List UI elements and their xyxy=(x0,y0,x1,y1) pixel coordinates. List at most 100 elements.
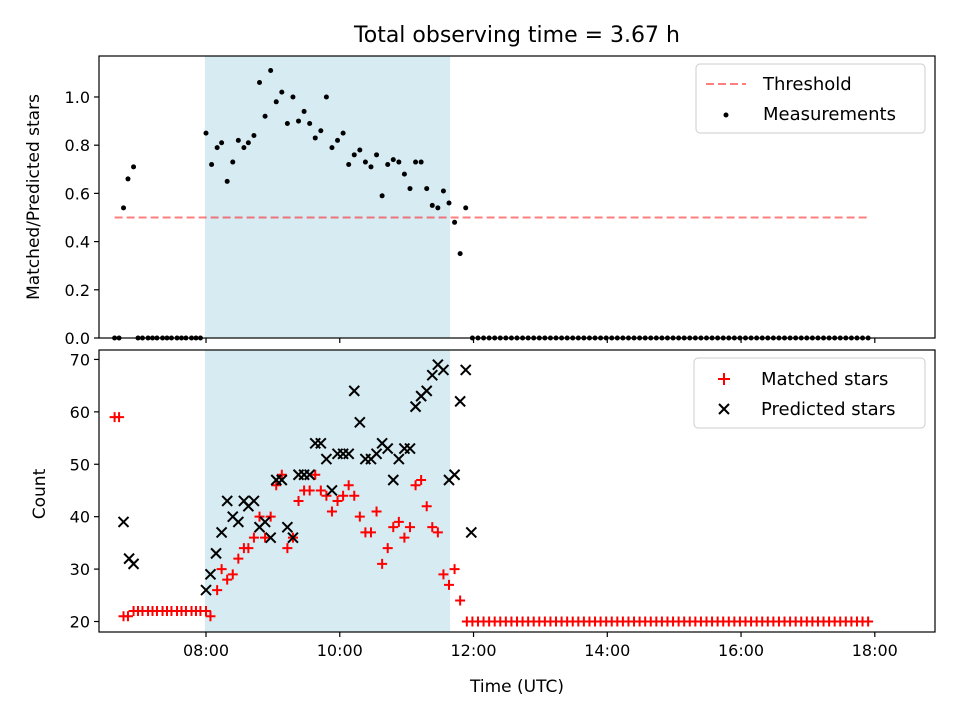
matched-star-marker xyxy=(310,469,321,480)
matched-star-marker xyxy=(248,532,259,543)
matched-star-marker xyxy=(371,506,382,517)
matched-star-marker xyxy=(343,480,354,491)
matched-star-marker xyxy=(254,511,265,522)
matched-star-marker xyxy=(444,579,455,590)
measurement-point xyxy=(209,161,215,167)
top-legend: Threshold Measurements xyxy=(695,63,926,134)
matched-star-marker xyxy=(243,543,254,554)
predicted-star-marker xyxy=(215,526,228,539)
matched-star-marker xyxy=(393,516,404,527)
measurement-point xyxy=(379,193,385,199)
predicted-star-marker xyxy=(437,364,450,376)
matched-star-marker xyxy=(421,501,432,512)
measurement-point xyxy=(424,186,430,192)
bottom-y-axis-label: Count xyxy=(30,468,50,519)
legend-matched-swatch xyxy=(718,373,730,385)
predicted-star-marker xyxy=(204,568,217,581)
measurement-point xyxy=(440,188,446,194)
measurement-point xyxy=(296,118,302,124)
measurement-point xyxy=(219,140,225,146)
matched-star-marker xyxy=(438,569,449,580)
y-tick-label: 40 xyxy=(70,508,90,527)
matched-star-marker xyxy=(399,532,410,543)
x-tick-label: 14:00 xyxy=(584,641,630,660)
matched-star-marker xyxy=(260,532,271,543)
top-legend-box xyxy=(695,63,926,134)
predicted-star-marker xyxy=(381,442,394,455)
measurement-point xyxy=(401,171,407,177)
measurement-point xyxy=(374,152,380,158)
matched-star-marker xyxy=(233,553,244,564)
measurement-point xyxy=(284,120,290,126)
predicted-star-marker xyxy=(248,495,260,507)
measurement-point xyxy=(125,176,131,182)
measurement-point xyxy=(446,200,452,206)
measurement-point xyxy=(463,205,469,211)
predicted-star-marker xyxy=(326,484,338,497)
predicted-star-marker xyxy=(315,437,327,450)
x-tick-label: 10:00 xyxy=(317,641,363,660)
matched-star-marker xyxy=(201,606,212,617)
predicted-star-marker xyxy=(370,448,383,460)
matched-star-marker xyxy=(432,527,443,538)
top-chart-title: Total observing time = 3.67 h xyxy=(353,23,680,48)
measurement-point xyxy=(385,161,391,167)
predicted-star-marker xyxy=(460,364,472,376)
predicted-star-marker xyxy=(354,416,366,429)
legend-predicted-swatch xyxy=(718,403,730,415)
matched-star-marker xyxy=(404,522,415,533)
matched-star-marker xyxy=(265,511,276,522)
matched-star-marker xyxy=(388,522,399,533)
bottom-x-axis-label: Time (UTC) xyxy=(469,677,564,697)
matched-star-marker xyxy=(326,506,337,517)
predicted-star-marker xyxy=(276,474,288,486)
legend-predicted-label: Predicted stars xyxy=(761,399,895,420)
top-panel: 0.0 0.2 0.4 0.6 0.8 1.0 Total observing time … xyxy=(24,23,936,348)
measurement-point xyxy=(251,133,257,139)
matched-star-marker xyxy=(222,574,233,585)
predicted-star-marker xyxy=(320,453,333,465)
measurement-point xyxy=(245,140,251,146)
measurement-point xyxy=(362,159,368,165)
measurement-point xyxy=(273,99,279,105)
predicted-star-marker xyxy=(465,526,478,539)
matched-star-marker xyxy=(863,616,874,627)
predicted-star-marker xyxy=(404,442,416,455)
measurement-point xyxy=(407,186,413,192)
predicted-star-marker xyxy=(421,385,433,397)
matched-star-marker xyxy=(354,511,365,522)
measurement-point xyxy=(413,159,419,165)
predicted-star-marker xyxy=(448,469,461,481)
predicted-star-marker xyxy=(259,516,271,528)
measurement-point xyxy=(396,159,402,165)
measurement-point xyxy=(312,135,318,141)
measurement-point xyxy=(203,130,209,136)
matched-star-marker xyxy=(349,490,360,501)
matched-star-marker xyxy=(276,469,287,480)
bottom-legend: Matched stars Predicted stars xyxy=(693,357,926,429)
x-tick-label: 18:00 xyxy=(852,641,898,660)
predicted-star-marker xyxy=(200,584,212,596)
predicted-star-marker xyxy=(281,521,294,533)
bottom-panel: 20 30 40 50 60 70 08:00 10:00 12:00 14:00 16:00 18… xyxy=(30,349,936,697)
measurement-point xyxy=(290,94,296,100)
y-tick-label: 0.0 xyxy=(65,329,90,348)
matched-star-marker xyxy=(321,490,332,501)
observing-window-span xyxy=(204,56,451,338)
predicted-star-marker xyxy=(454,395,466,408)
y-tick-label: 30 xyxy=(70,560,90,579)
measurement-point xyxy=(131,164,137,170)
predicted-star-marker xyxy=(232,516,245,528)
measurement-point xyxy=(230,159,236,165)
measurement-point xyxy=(279,89,285,95)
measurement-point xyxy=(318,128,324,134)
y-tick-label: 60 xyxy=(70,403,90,422)
predicted-star-marker xyxy=(393,453,405,465)
legend-matched-label: Matched stars xyxy=(761,369,888,390)
matched-star-marker xyxy=(382,543,393,554)
measurement-point xyxy=(214,145,220,151)
matched-star-marker xyxy=(293,495,304,506)
measurement-point xyxy=(457,251,463,257)
measurement-point xyxy=(329,145,335,151)
